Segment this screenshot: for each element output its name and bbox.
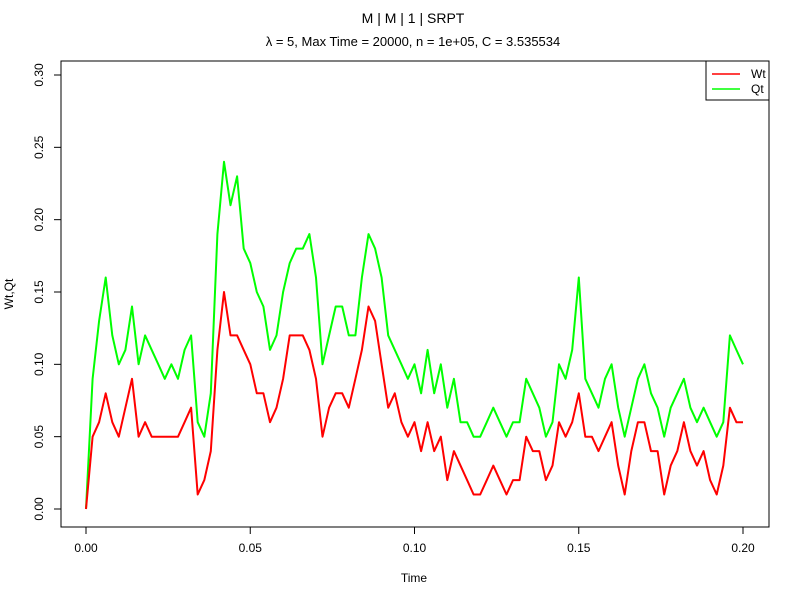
legend-label-wt: Wt xyxy=(751,67,766,81)
x-tick-label: 0.20 xyxy=(731,541,755,555)
x-axis: 0.00 0.05 0.10 0.15 0.20 xyxy=(74,526,755,555)
y-tick-label: 0.15 xyxy=(32,280,46,304)
y-axis: 0.00 0.05 0.10 0.15 0.20 0.25 0.30 xyxy=(32,63,62,521)
y-tick-label: 0.05 xyxy=(32,425,46,449)
x-axis-label: Time xyxy=(401,571,428,585)
y-tick-label: 0.30 xyxy=(32,63,46,87)
legend-box xyxy=(705,60,770,101)
series-line-wt xyxy=(85,291,743,510)
plot-frame xyxy=(60,60,770,528)
y-tick-label: 0.10 xyxy=(32,352,46,376)
legend-label-qt: Qt xyxy=(751,82,764,96)
x-tick-label: 0.10 xyxy=(403,541,427,555)
y-tick-label: 0.00 xyxy=(32,497,46,521)
y-tick-label: 0.25 xyxy=(32,135,46,159)
chart-subtitle: λ = 5, Max Time = 20000, n = 1e+05, C = … xyxy=(266,34,561,49)
y-axis-label: Wt,Qt xyxy=(2,278,16,309)
x-tick-label: 0.00 xyxy=(74,541,98,555)
series-layer xyxy=(85,160,744,510)
x-tick-label: 0.05 xyxy=(239,541,263,555)
chart-title: M | M | 1 | SRPT xyxy=(362,10,465,26)
y-tick-label: 0.20 xyxy=(32,208,46,232)
x-tick-label: 0.15 xyxy=(567,541,591,555)
series-line-qt xyxy=(85,160,744,510)
